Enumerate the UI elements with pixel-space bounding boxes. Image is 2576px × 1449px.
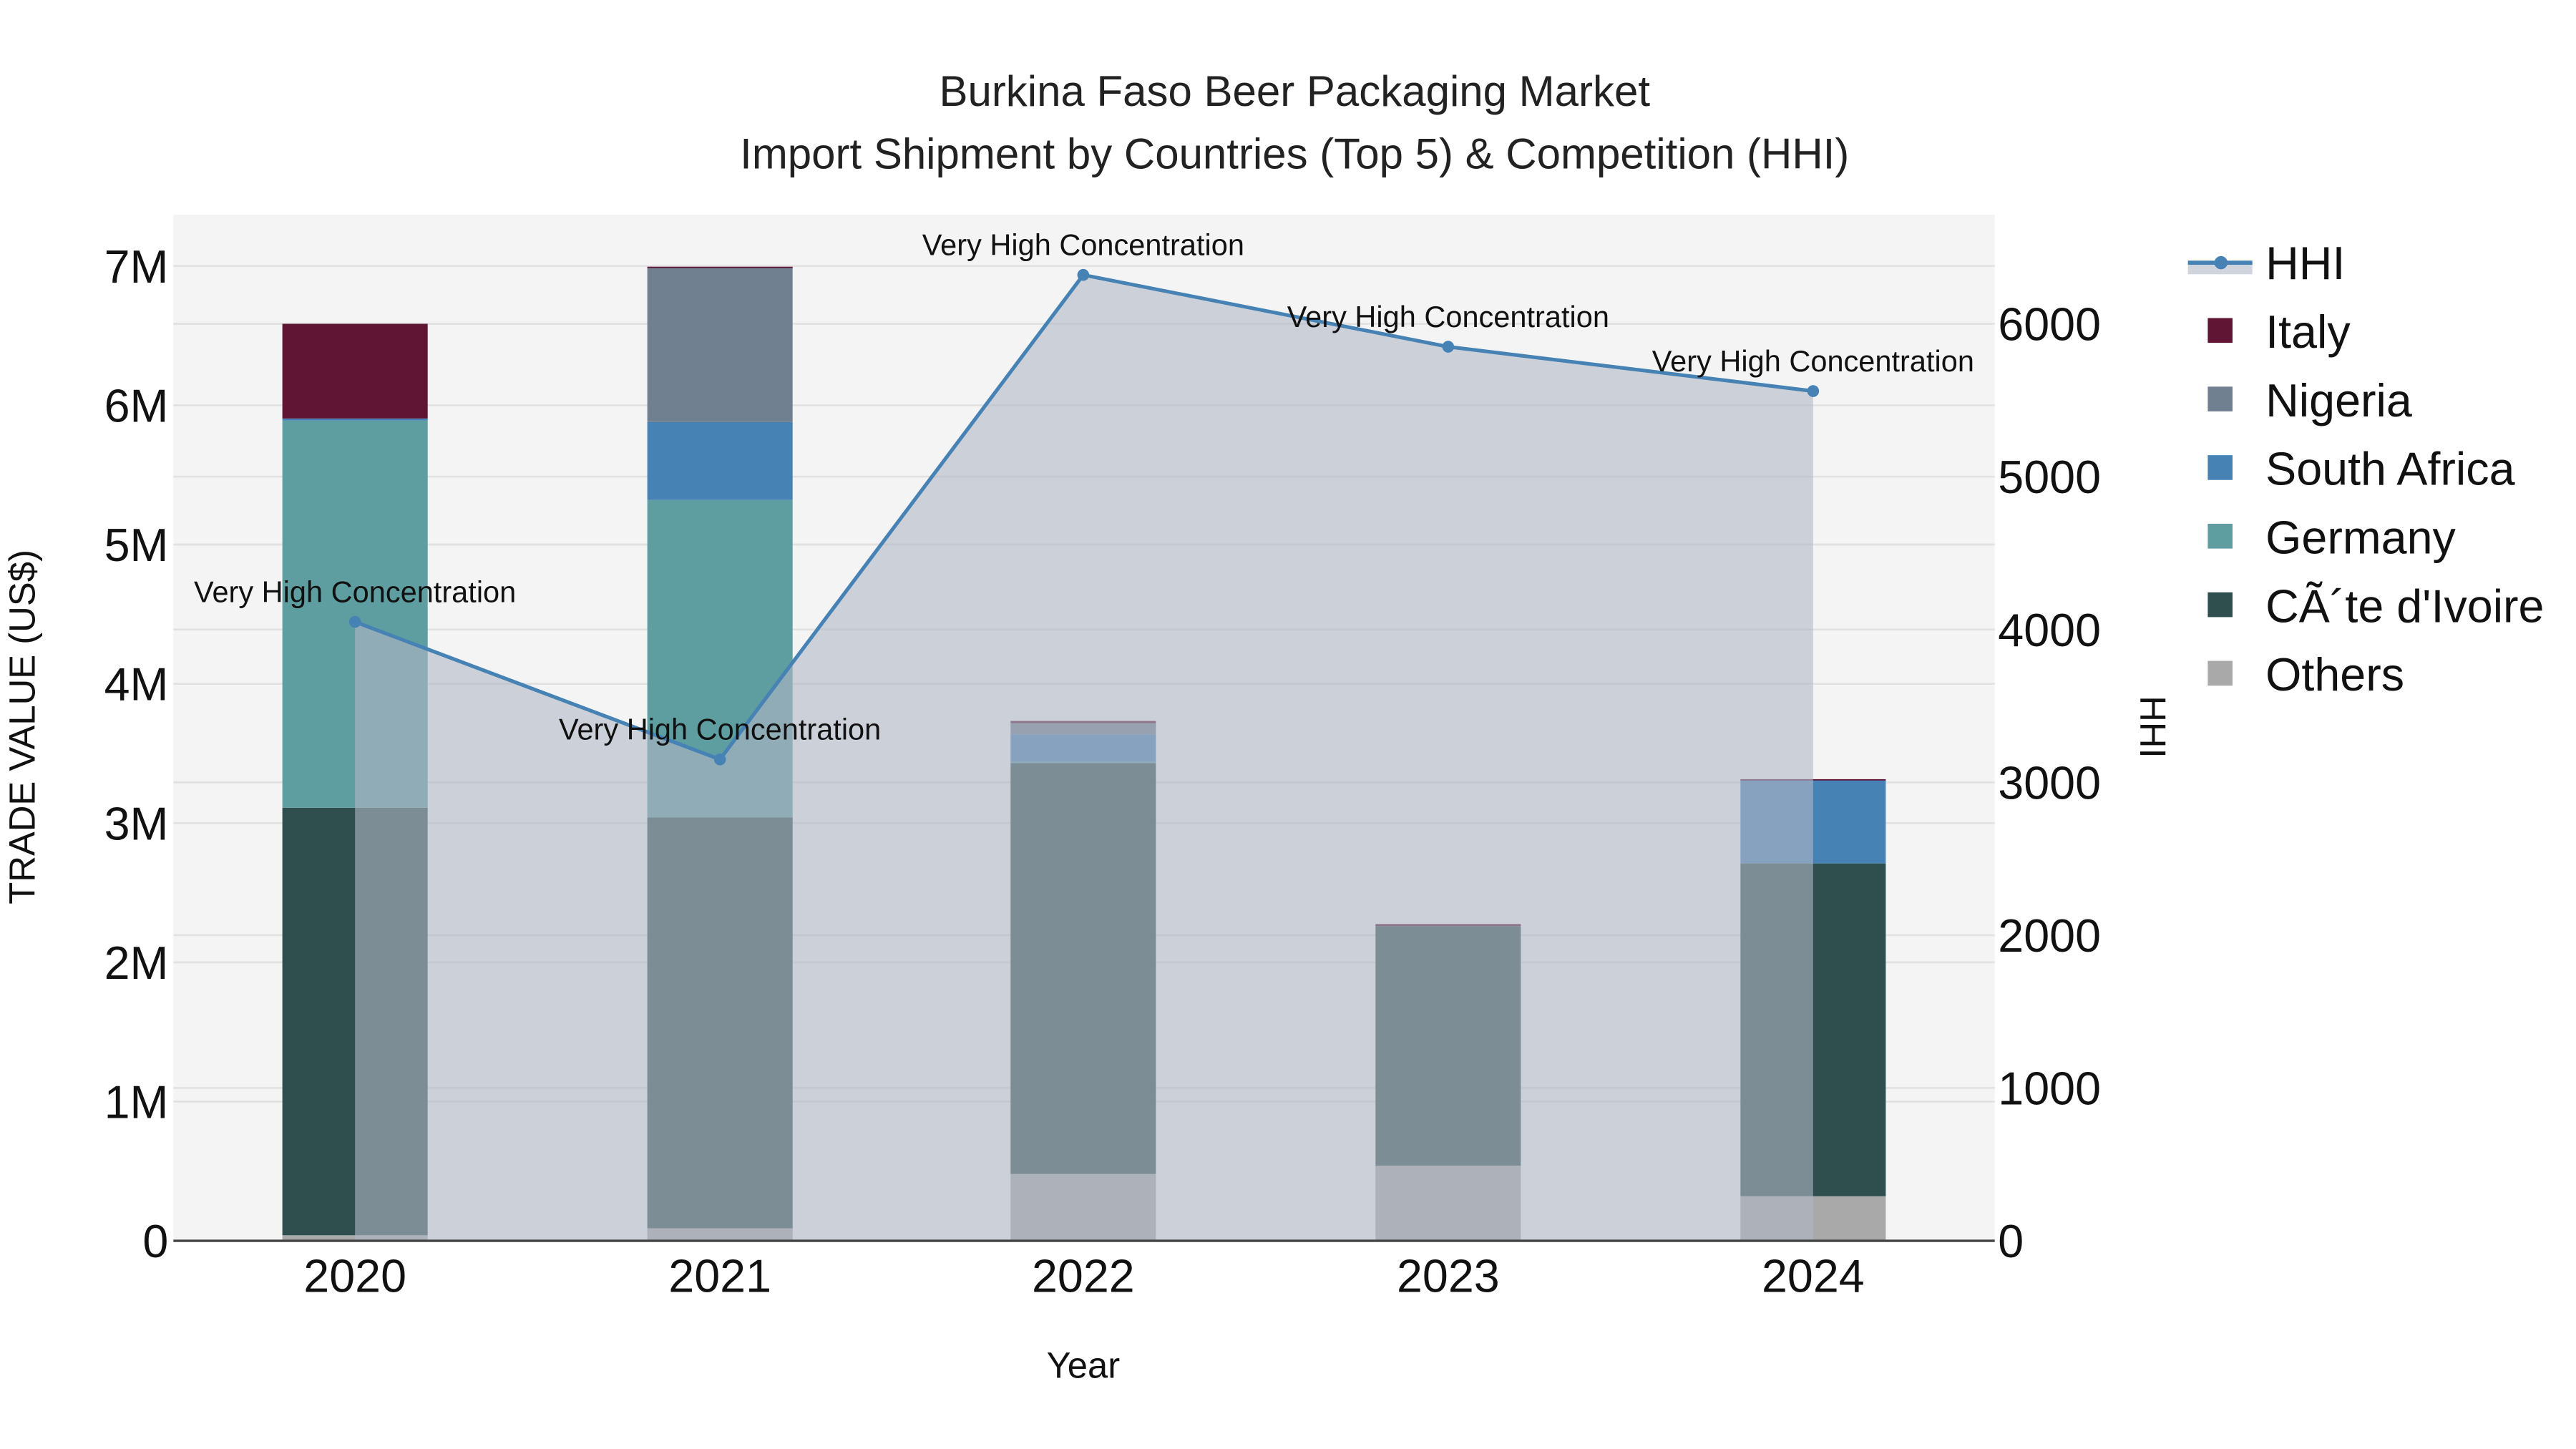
y-left-axis-ticks: 0 1M 2M 3M 4M 5M 6M 7M [104, 240, 169, 1267]
y-right-tick-label: 1000 [1998, 1063, 2101, 1115]
bar-segment-italy[interactable] [647, 266, 793, 268]
legend-swatch-icon [2207, 660, 2233, 686]
bar-segment-south-africa[interactable] [282, 418, 428, 421]
x-tick-label: 2024 [1762, 1250, 1865, 1302]
legend-swatch-icon [2207, 592, 2233, 618]
hhi-area [355, 275, 1813, 1241]
legend-label: Others [2265, 648, 2404, 701]
bar-segment-italy[interactable] [282, 323, 428, 419]
legend-marker-icon [2214, 255, 2228, 270]
legend-swatch-icon [2207, 455, 2233, 480]
hhi-marker[interactable] [348, 615, 361, 628]
y-left-tick-label: 3M [104, 797, 169, 849]
hhi-annotations: Very High Concentration Very High Concent… [194, 228, 1974, 746]
hhi-annotation: Very High Concentration [922, 228, 1244, 262]
hhi-marker[interactable] [1442, 341, 1455, 353]
hhi-marker[interactable] [1077, 268, 1090, 281]
hhi-annotation: Very High Concentration [194, 575, 516, 608]
x-axis-ticks: 2020 2021 2022 2023 2024 [303, 1250, 1864, 1302]
y-right-tick-label: 5000 [1998, 451, 2101, 503]
legend-item-italy[interactable]: Italy [2207, 306, 2351, 358]
y-left-tick-label: 1M [104, 1076, 169, 1128]
legend-label: South Africa [2265, 443, 2514, 495]
legend-swatch-icon [2207, 386, 2233, 411]
y-right-axis-ticks: 0 1000 2000 3000 4000 5000 6000 [1998, 298, 2101, 1268]
y-left-tick-label: 5M [104, 519, 169, 571]
legend-item-south-africa[interactable]: South Africa [2207, 443, 2515, 495]
y-right-axis-title: HHI [2132, 696, 2173, 758]
hhi-annotation: Very High Concentration [1287, 300, 1609, 333]
legend-swatch-icon [2207, 523, 2233, 549]
chart-title-line2: Import Shipment by Countries (Top 5) & C… [740, 130, 1849, 178]
hhi-area-line [348, 268, 1820, 1241]
y-right-tick-label: 6000 [1998, 298, 2101, 351]
y-right-tick-label: 2000 [1998, 909, 2101, 962]
chart-title-line1: Burkina Faso Beer Packaging Market [939, 67, 1650, 115]
legend-label: Germany [2265, 512, 2456, 564]
y-left-tick-label: 0 [142, 1215, 168, 1267]
y-left-tick-label: 7M [104, 240, 169, 293]
hhi-annotation: Very High Concentration [559, 713, 881, 746]
legend-item-hhi[interactable]: HHI [2187, 237, 2346, 289]
bar-segment-nigeria[interactable] [647, 267, 793, 422]
legend: HHI Italy Nigeria South Africa Germany CÃ´te … [2187, 237, 2545, 701]
legend-label: CÃ´te d'Ivoire [2265, 580, 2544, 632]
y-left-axis-title: TRADE VALUE (US$) [1, 550, 42, 904]
y-left-tick-label: 6M [104, 379, 169, 431]
bar-segment-south-africa[interactable] [647, 421, 793, 500]
legend-item-germany[interactable]: Germany [2207, 512, 2457, 564]
x-tick-label: 2023 [1397, 1250, 1500, 1302]
x-tick-label: 2021 [668, 1250, 771, 1302]
legend-swatch-icon [2207, 318, 2233, 343]
legend-item-nigeria[interactable]: Nigeria [2207, 374, 2412, 426]
legend-item-others[interactable]: Others [2207, 648, 2404, 701]
hhi-annotation: Very High Concentration [1652, 344, 1974, 378]
y-right-tick-label: 0 [1998, 1215, 2024, 1267]
y-right-tick-label: 3000 [1998, 756, 2101, 809]
hhi-marker[interactable] [1807, 385, 1820, 397]
x-tick-label: 2022 [1032, 1250, 1135, 1302]
legend-item-c-te-d-ivoire[interactable]: CÃ´te d'Ivoire [2207, 580, 2545, 632]
x-tick-label: 2020 [303, 1250, 406, 1302]
y-left-tick-label: 4M [104, 658, 169, 711]
y-right-tick-label: 4000 [1998, 604, 2101, 656]
hhi-marker[interactable] [713, 753, 726, 766]
legend-label: Italy [2265, 306, 2351, 358]
y-left-tick-label: 2M [104, 937, 169, 989]
x-axis-title: Year [1047, 1345, 1121, 1386]
legend-label: Nigeria [2265, 374, 2412, 426]
legend-label: HHI [2265, 237, 2345, 289]
